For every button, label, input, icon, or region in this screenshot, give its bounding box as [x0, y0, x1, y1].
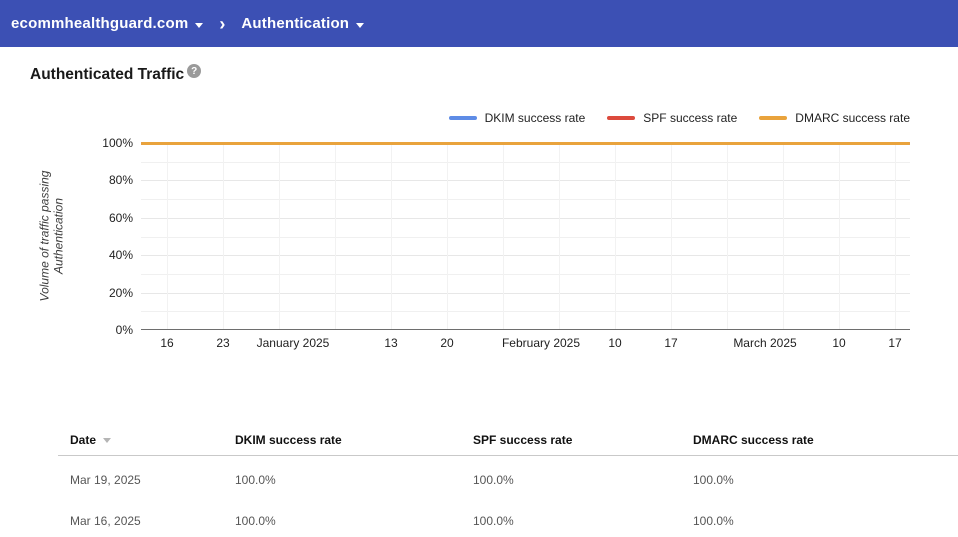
page-title-row: Authenticated Traffic ? — [30, 64, 202, 84]
traffic-table: Date DKIM success rate SPF success rate DMA… — [0, 425, 958, 537]
dropdown-caret-icon — [356, 22, 365, 28]
gridline — [615, 143, 616, 329]
y-axis-tick: 0% — [115, 323, 133, 337]
table-header-row: Date DKIM success rate SPF success rate DMA… — [0, 425, 958, 455]
gridline — [141, 161, 910, 163]
table-cell: 100.0% — [235, 513, 276, 528]
y-axis-tick: 20% — [108, 285, 133, 300]
authentication-menu[interactable]: Authentication — [241, 15, 365, 32]
gridline — [895, 143, 896, 329]
legend-label: SPF success rate — [643, 111, 738, 125]
app-bar: ecommhealthguard.com › Authentication — [0, 0, 958, 47]
gridline — [335, 143, 336, 329]
legend-item: SPF success rate — [607, 111, 737, 125]
domain-menu[interactable]: ecommhealthguard.com — [11, 15, 204, 32]
table-cell: 100.0% — [693, 472, 734, 487]
legend-swatch-icon — [759, 116, 788, 120]
series-line-dmarc-success-rate — [141, 141, 910, 145]
legend-swatch-icon — [607, 116, 636, 120]
page-title: Authenticated Traffic — [30, 66, 185, 83]
gridline — [141, 217, 910, 219]
table-cell: 100.0% — [473, 513, 514, 528]
gridline — [839, 143, 840, 329]
column-header-label: SPF success rate — [473, 433, 573, 447]
gridline — [503, 143, 504, 329]
domain-menu-label: ecommhealthguard.com — [11, 15, 189, 32]
column-header-dmarc-success-rate: DMARC success rate — [693, 433, 958, 447]
y-axis-tick: 60% — [108, 210, 133, 225]
x-axis-tick: 23 — [216, 336, 230, 350]
x-axis-tick: 17 — [888, 336, 902, 350]
legend-label: DKIM success rate — [484, 111, 586, 125]
x-axis-tick: January 2025 — [256, 336, 330, 350]
x-axis-tick: 10 — [832, 336, 846, 350]
gridline — [671, 143, 672, 329]
legend-swatch-icon — [448, 116, 477, 120]
gridline — [167, 143, 168, 329]
y-axis-tick: 40% — [108, 248, 133, 263]
x-axis-tick: 13 — [384, 336, 398, 350]
column-header-label: DKIM success rate — [235, 433, 342, 447]
gridline — [391, 143, 392, 329]
table-row: Mar 19, 2025 100.0% 100.0% 100.0% — [0, 459, 958, 500]
x-axis-tick: 20 — [440, 336, 454, 350]
chart-legend: DKIM success rate SPF success rate DMARC s… — [448, 111, 910, 125]
column-header-label: DMARC success rate — [693, 433, 814, 447]
gridline — [141, 311, 910, 313]
table-cell: 100.0% — [693, 513, 734, 528]
table-cell: 100.0% — [473, 472, 514, 487]
gridline — [559, 143, 560, 329]
dropdown-caret-icon — [195, 22, 204, 28]
breadcrumb-chevron-icon: › — [219, 13, 226, 34]
gridline — [223, 143, 224, 329]
column-header-dkim-success-rate: DKIM success rate — [235, 433, 473, 447]
gridline — [141, 255, 910, 257]
table-body: Mar 19, 2025 100.0% 100.0% 100.0% Mar 16, 20… — [0, 455, 958, 537]
gridline — [727, 143, 728, 329]
table-cell: 100.0% — [235, 472, 276, 487]
gridline — [279, 143, 280, 329]
x-axis-tick: 17 — [664, 336, 678, 350]
authentication-menu-label: Authentication — [241, 15, 350, 32]
gridline — [141, 236, 910, 238]
column-header-label: Date — [70, 433, 97, 447]
x-axis-tick: 16 — [160, 336, 174, 350]
legend-label: DMARC success rate — [795, 111, 910, 125]
gridline — [783, 143, 784, 329]
plot-area — [141, 141, 910, 330]
x-axis-ticks: 16 23 January 2025 13 20 February 2025 10 17 Mar… — [141, 336, 910, 352]
gridline — [141, 199, 910, 201]
gridline — [141, 180, 910, 182]
sort-desc-icon — [103, 437, 112, 443]
y-axis-tick: 100% — [102, 136, 133, 150]
gridline — [447, 143, 448, 329]
y-axis-ticks: 100% 80% 60% 40% 20% 0% — [0, 136, 133, 337]
legend-item: DKIM success rate — [448, 111, 586, 125]
legend-item: DMARC success rate — [759, 111, 910, 125]
table-cell: Mar 16, 2025 — [70, 513, 141, 528]
table-header-divider — [58, 455, 958, 456]
x-axis-tick: February 2025 — [501, 336, 581, 350]
gridline — [141, 292, 910, 294]
y-axis-tick: 80% — [108, 173, 133, 188]
table-cell: Mar 19, 2025 — [70, 472, 141, 487]
column-header-spf-success-rate: SPF success rate — [473, 433, 693, 447]
help-icon[interactable]: ? — [187, 64, 202, 78]
x-axis-tick: 10 — [608, 336, 622, 350]
column-header-date[interactable]: Date — [70, 433, 235, 447]
x-axis-tick: March 2025 — [733, 336, 797, 350]
table-row: Mar 16, 2025 100.0% 100.0% 100.0% — [0, 500, 958, 537]
gridline — [141, 273, 910, 275]
